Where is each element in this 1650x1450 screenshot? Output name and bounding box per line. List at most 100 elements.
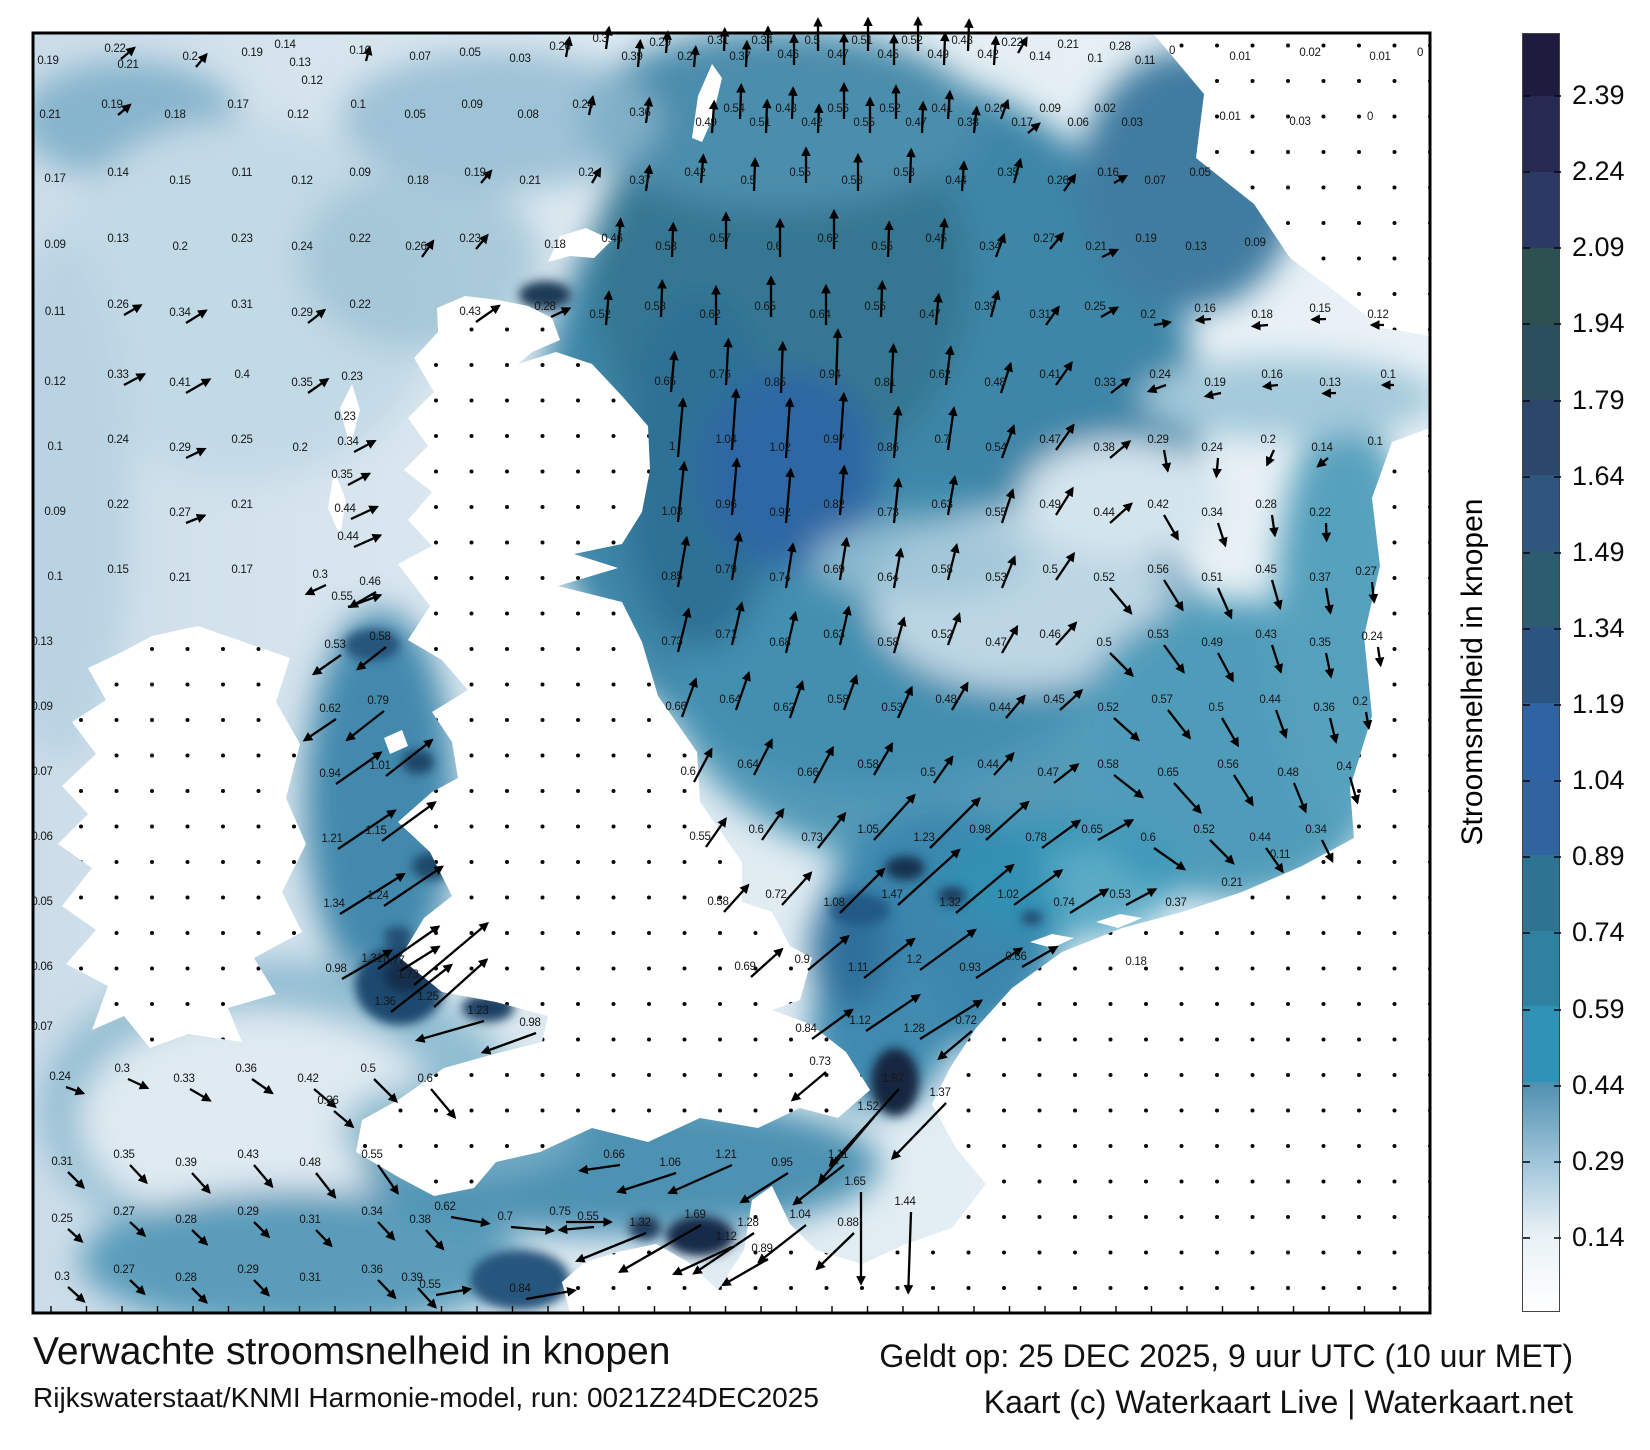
colorbar-tick	[1554, 1008, 1561, 1011]
current-speed-value: 0.3	[592, 33, 607, 45]
current-arrow	[865, 994, 921, 1032]
current-speed-value: 0.2	[292, 442, 307, 454]
current-speed-value: 0.76	[709, 369, 730, 381]
current-speed-value: 0.28	[1255, 499, 1276, 511]
current-arrow	[399, 945, 441, 972]
current-arrow	[832, 328, 843, 386]
current-speed-value: 0.41	[169, 377, 190, 389]
colorbar-segment	[1523, 1006, 1559, 1083]
current-speed-value: 0.34	[979, 241, 1001, 253]
current-speed-value: 0.21	[231, 499, 252, 511]
current-speed-value: 0.25	[1084, 301, 1105, 313]
current-speed-value: 1.23	[467, 1005, 488, 1017]
current-arrow	[946, 406, 958, 451]
current-speed-value: 0.09	[1244, 237, 1265, 249]
current-arrow	[1109, 587, 1133, 615]
current-arrow	[990, 35, 1001, 66]
current-speed-value: 0.48	[299, 1157, 320, 1169]
current-arrow	[377, 1221, 396, 1241]
current-speed-value: 0.98	[969, 824, 990, 836]
current-arrow	[65, 1085, 86, 1096]
current-arrow	[1163, 514, 1179, 541]
current-arrow	[917, 100, 928, 134]
current-speed-value: 0.15	[107, 564, 128, 576]
current-arrow	[784, 610, 799, 654]
colorbar-segment	[1523, 247, 1559, 324]
current-arrow	[708, 99, 719, 134]
current-speed-value: 0.6	[417, 1073, 432, 1085]
current-arrow	[839, 867, 886, 914]
current-speed-value: 0.3	[312, 569, 327, 581]
current-arrow	[739, 1172, 789, 1204]
current-arrow	[129, 1279, 146, 1296]
current-speed-value: 1.03	[661, 506, 682, 518]
colorbar-tick	[1554, 95, 1561, 97]
current-arrow	[730, 457, 742, 516]
current-speed-value: 0.45	[925, 233, 946, 245]
current-speed-value: 0.18	[1125, 956, 1146, 968]
current-speed-value: 0.28	[1109, 41, 1130, 53]
current-speed-value: 0.09	[44, 239, 65, 251]
current-arrow	[355, 646, 387, 671]
current-speed-value: 0.55	[419, 1279, 440, 1291]
current-speed-value: 0.37	[1309, 572, 1330, 584]
current-speed-value: 0.53	[1109, 889, 1130, 901]
current-speed-value: 0.58	[369, 631, 390, 643]
current-speed-value: 0.74	[1053, 897, 1075, 909]
current-speed-value: 0.28	[534, 301, 555, 313]
current-speed-value: 0.28	[175, 1214, 196, 1226]
current-speed-value: 0.55	[789, 167, 810, 179]
current-speed-value: 0.48	[984, 377, 1005, 389]
current-speed-value: 0.11	[45, 306, 65, 318]
current-arrow	[721, 1258, 769, 1287]
current-arrow	[697, 153, 708, 184]
current-arrow	[736, 82, 746, 120]
current-speed-value: 0.84	[795, 1023, 817, 1035]
colorbar-tick	[1523, 475, 1530, 478]
current-speed-value: 1.21	[321, 833, 342, 845]
current-arrow	[788, 679, 805, 719]
current-speed-value: 0.47	[919, 309, 940, 321]
colorbar-segment	[1523, 854, 1559, 931]
current-speed-value: 0.65	[754, 301, 775, 313]
current-speed-value: 0.53	[1147, 629, 1168, 641]
current-arrow	[195, 52, 208, 68]
current-speed-value: 0.94	[819, 369, 841, 381]
current-speed-value: 0.29	[649, 37, 670, 49]
current-speed-value: 0.03	[509, 53, 530, 65]
current-speed-value: 0.21	[169, 572, 190, 584]
current-speed-value: 0.21	[519, 175, 540, 187]
current-arrow	[1362, 711, 1373, 731]
current-arrow	[1153, 318, 1173, 329]
current-arrow	[1324, 587, 1334, 615]
current-speed-value: 0.58	[1097, 759, 1118, 771]
current-arrow	[67, 1228, 84, 1243]
current-speed-value: 0.36	[629, 107, 650, 119]
current-arrow	[906, 147, 916, 184]
current-speed-value: 1.21	[715, 1149, 736, 1161]
colorbar-tick	[1523, 399, 1530, 402]
current-arrow	[185, 513, 207, 525]
current-arrow	[425, 1229, 445, 1251]
current-speed-value: 0.66	[1005, 951, 1026, 963]
current-speed-value: 0.1	[47, 571, 62, 583]
colorbar-tick	[1523, 95, 1530, 97]
current-speed-value: 0.52	[931, 629, 952, 641]
current-speed-value: 0.62	[434, 1201, 455, 1213]
colorbar-tick	[1523, 932, 1530, 935]
current-speed-value: 0.18	[544, 239, 565, 251]
current-speed-value: 0.63	[823, 629, 844, 641]
current-arrow	[1321, 522, 1332, 543]
current-arrow	[842, 674, 859, 711]
current-speed-value: 0.18	[1251, 309, 1272, 321]
current-arrow	[676, 460, 689, 523]
current-speed-value: 0.78	[1025, 832, 1046, 844]
current-speed-value: 1.24	[367, 890, 389, 902]
current-arrow	[435, 1285, 473, 1297]
current-speed-value: 0.64	[737, 759, 759, 771]
current-arrow	[750, 157, 760, 192]
current-speed-value: 0.23	[231, 233, 252, 245]
colorbar-tick-label: 1.79	[1572, 384, 1625, 415]
current-arrow	[781, 871, 813, 906]
colorbar-tick-label: 0.74	[1572, 917, 1625, 948]
